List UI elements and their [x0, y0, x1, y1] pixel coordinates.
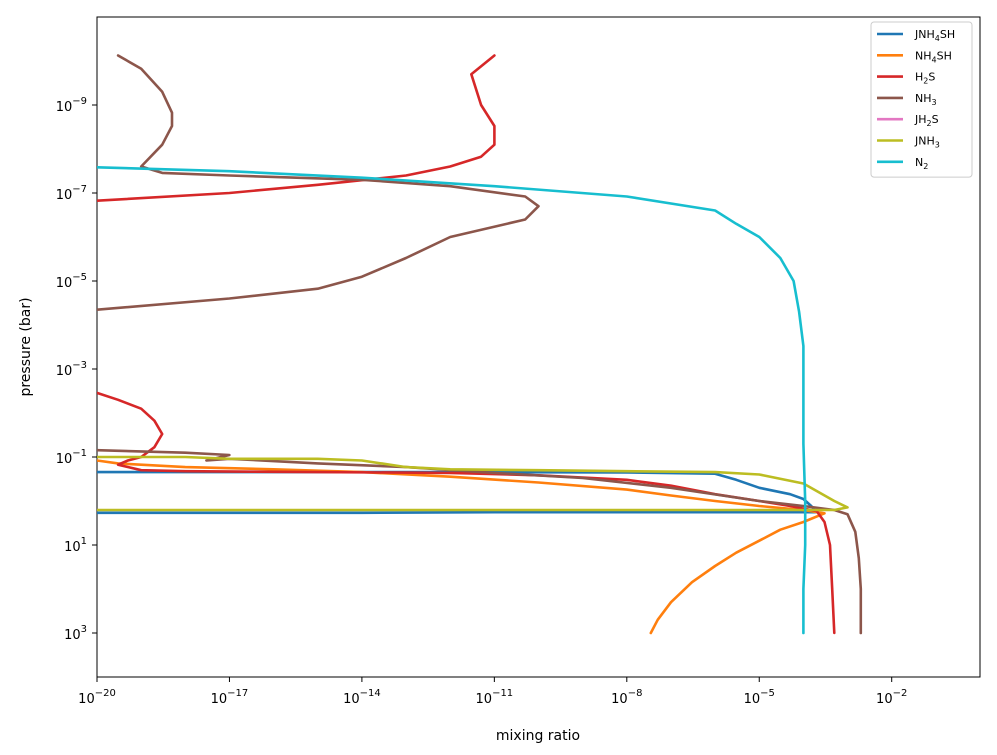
legend-label: JNH3	[914, 135, 940, 150]
y-tick-label-exponent: −3	[72, 360, 87, 371]
x-tick-label-base: 10	[343, 692, 360, 707]
x-tick-label: 10−2	[876, 688, 907, 707]
legend-label: JH2S	[914, 113, 939, 128]
x-axis-label: mixing ratio	[496, 728, 580, 744]
legend-label-text: S	[928, 71, 935, 84]
series-line-NH4SH	[97, 459, 826, 635]
y-tick-label: 10−3	[56, 360, 87, 379]
x-tick-label: 10−17	[211, 688, 249, 707]
x-tick-label-exponent: −8	[628, 688, 643, 699]
series-line-NH3	[97, 54, 863, 635]
y-tick-label-exponent: −5	[72, 272, 87, 283]
legend-label-text: JNH	[914, 28, 935, 41]
y-tick-label: 10−5	[56, 272, 87, 291]
x-tick-label-exponent: −11	[492, 688, 513, 699]
x-tick-label-exponent: −20	[95, 688, 116, 699]
y-axis-label: pressure (bar)	[18, 297, 34, 396]
legend-label: H2S	[915, 71, 935, 86]
legend-label-text: N	[915, 156, 923, 169]
plot-area	[96, 16, 981, 678]
y-tick-label-exponent: 1	[81, 536, 87, 547]
legend-label: NH4SH	[915, 49, 952, 64]
legend-label-text: S	[932, 113, 939, 126]
y-tick-label-base: 10	[56, 364, 73, 379]
y-tick-label-base: 10	[64, 628, 81, 643]
y-tick-label: 103	[64, 624, 87, 643]
y-tick-label: 101	[64, 536, 87, 555]
legend-label-subscript: 4	[935, 34, 940, 43]
legend-label-text: JNH	[914, 135, 935, 148]
legend-label: JNH4SH	[914, 28, 955, 43]
y-tick-label-base: 10	[56, 188, 73, 203]
x-tick-label-base: 10	[211, 692, 228, 707]
legend-label-subscript: 4	[932, 55, 937, 64]
x-tick-label-exponent: −2	[893, 688, 908, 699]
x-tick-label-base: 10	[744, 692, 761, 707]
x-tick-label: 10−11	[476, 688, 514, 707]
x-axis: 10−20 10−17 10−14 10−11 10−8 10−5 10−2	[78, 677, 907, 707]
x-tick-label-exponent: −17	[227, 688, 248, 699]
legend-label-text: JH	[914, 113, 927, 126]
y-tick-label: 10−9	[56, 96, 87, 115]
y-tick-label-base: 10	[64, 540, 81, 555]
x-tick-label: 10−8	[611, 688, 642, 707]
legend-label-text: NH	[915, 92, 932, 105]
legend-label: NH3	[915, 92, 937, 107]
y-tick-label: 10−7	[56, 184, 87, 203]
legend-label-subscript: 2	[927, 119, 932, 128]
series-line-JNH3	[97, 455, 849, 512]
legend-label-subscript: 3	[935, 141, 940, 150]
legend-label-text: NH	[915, 49, 932, 62]
x-tick-label-base: 10	[611, 692, 628, 707]
legend-label-subscript: 2	[923, 162, 928, 171]
y-tick-label-base: 10	[56, 100, 73, 115]
legend-label-subscript: 3	[932, 98, 937, 107]
series-layer	[97, 54, 863, 635]
legend-box	[870, 21, 973, 178]
x-tick-label: 10−20	[78, 688, 116, 707]
y-tick-label-base: 10	[56, 276, 73, 291]
y-tick-label-exponent: −9	[72, 96, 87, 107]
x-tick-label-base: 10	[78, 692, 95, 707]
y-tick-label: 10−1	[56, 448, 87, 467]
legend-label-text: SH	[937, 49, 952, 62]
legend-label-text: SH	[940, 28, 955, 41]
series-line-N2	[97, 166, 807, 635]
x-tick-label-base: 10	[476, 692, 493, 707]
x-tick-label-base: 10	[876, 692, 893, 707]
legend-label-text: H	[915, 71, 923, 84]
y-tick-label-base: 10	[56, 452, 73, 467]
x-tick-label: 10−14	[343, 688, 381, 707]
legend-label-subscript: 2	[923, 77, 928, 86]
y-tick-label-exponent: 3	[81, 624, 87, 635]
legend-label: N2	[915, 156, 928, 171]
y-tick-label-exponent: −7	[72, 184, 87, 195]
x-tick-label-exponent: −5	[760, 688, 775, 699]
x-tick-label: 10−5	[744, 688, 775, 707]
x-tick-label-exponent: −14	[360, 688, 381, 699]
y-tick-label-exponent: −1	[72, 448, 87, 459]
